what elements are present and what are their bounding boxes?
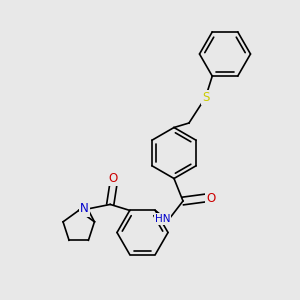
Text: O: O [206,191,215,205]
Text: S: S [202,91,209,104]
Text: O: O [109,172,118,185]
Text: N: N [80,202,88,215]
Text: HN: HN [155,214,170,224]
